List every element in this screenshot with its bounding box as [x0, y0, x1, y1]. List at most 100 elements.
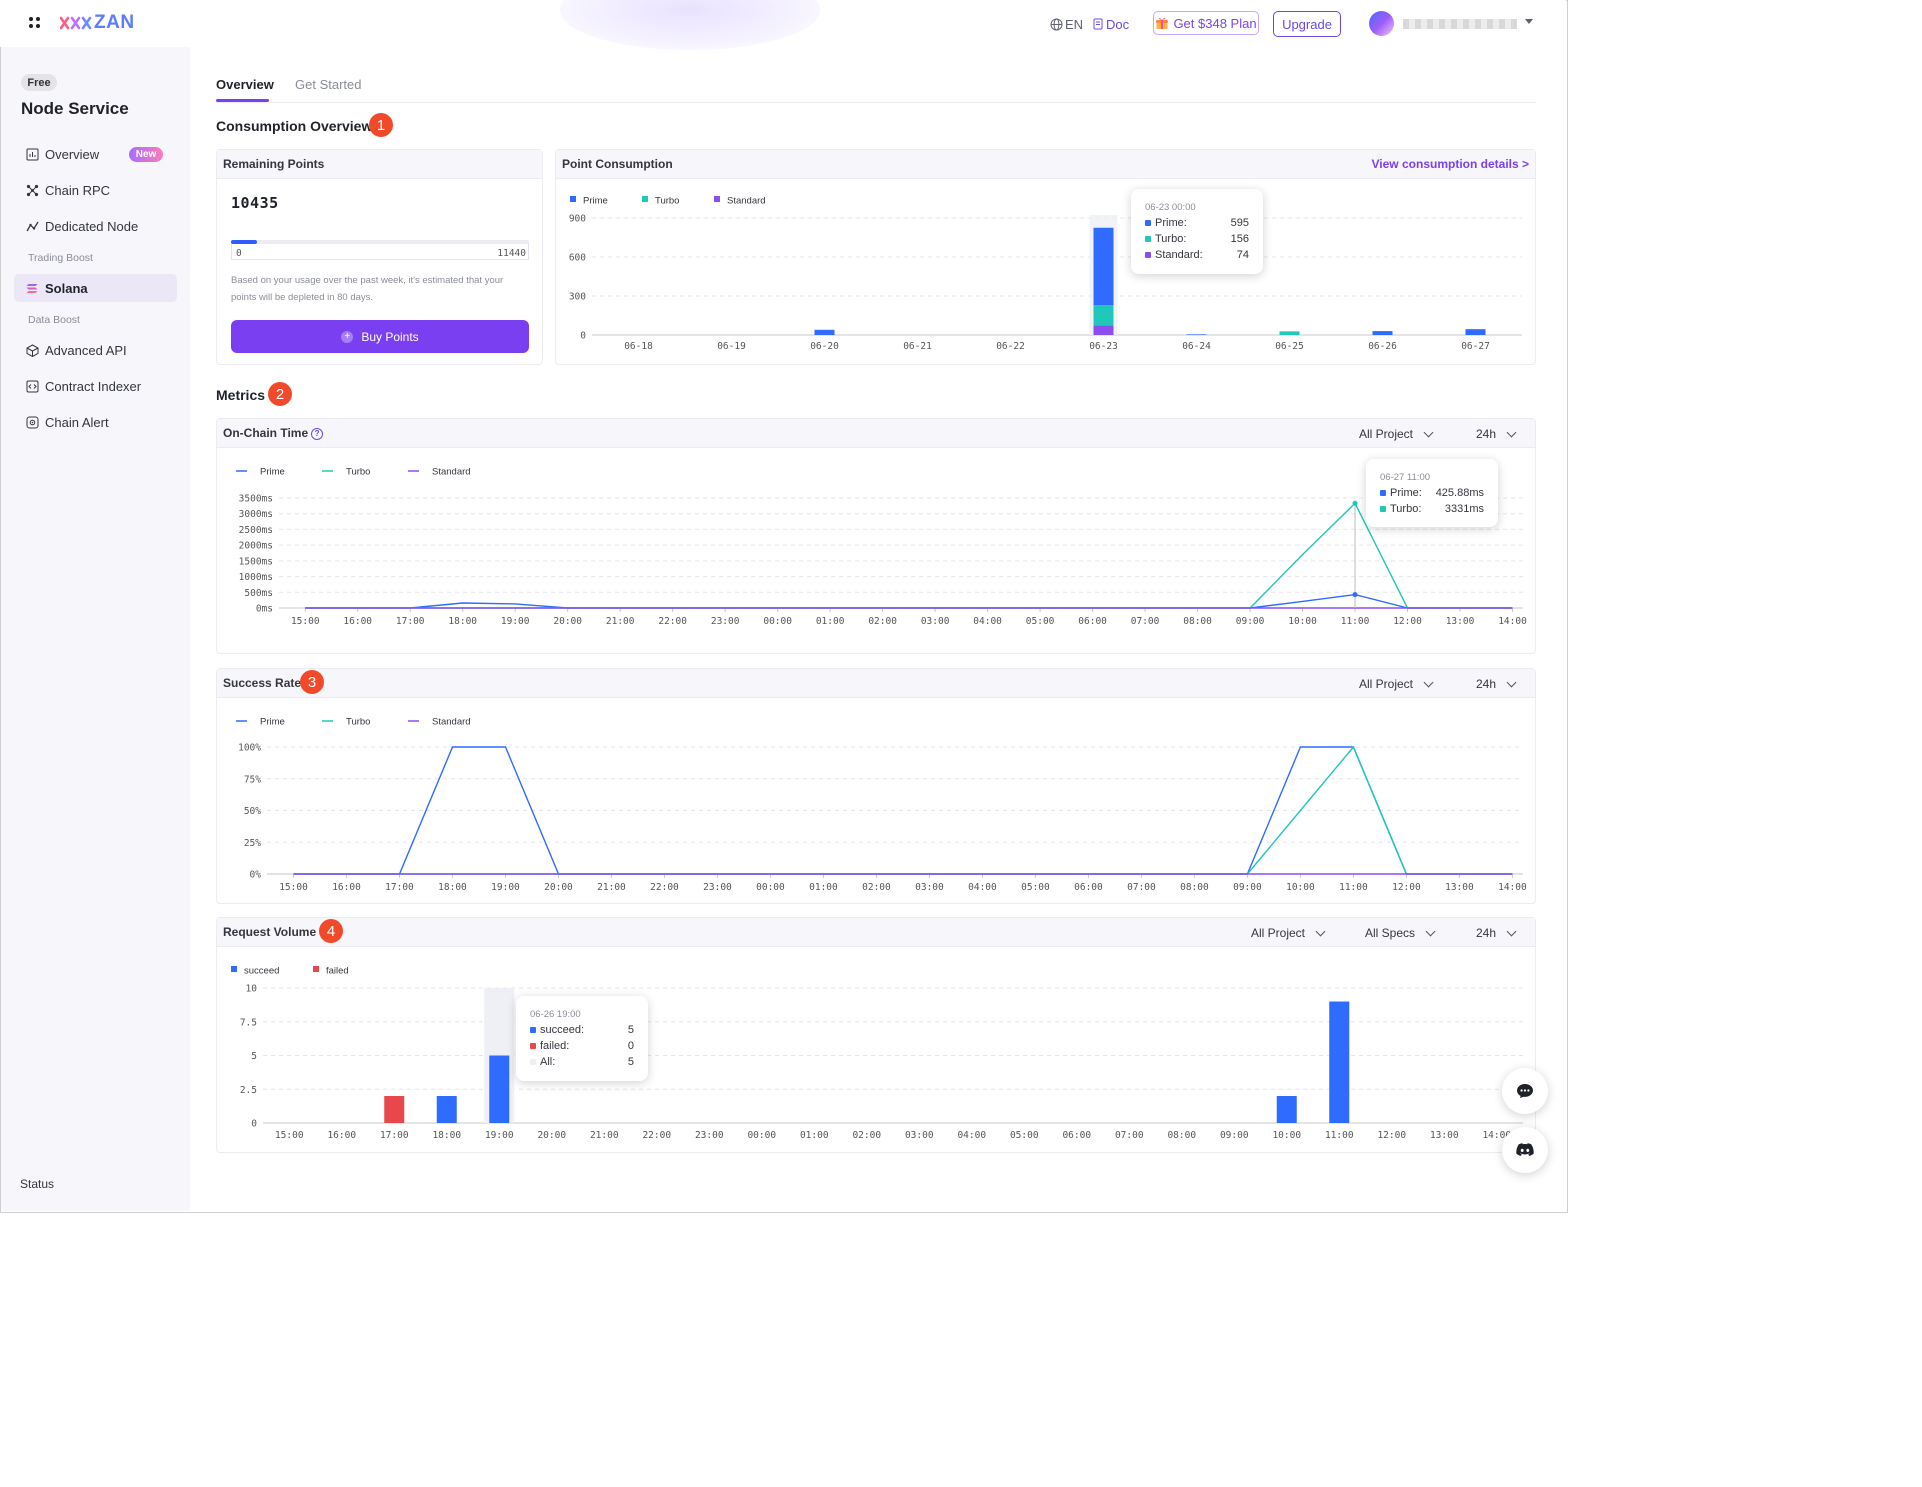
bar-prime [1186, 334, 1207, 335]
buy-points-label: Buy Points [361, 329, 419, 344]
x-tick-label: 23:00 [703, 882, 732, 893]
step-number-1: 1 [369, 113, 393, 137]
hover-point-prime [1352, 592, 1358, 598]
language-switch[interactable]: EN [1050, 11, 1083, 37]
sidebar-item-label: Chain Alert [45, 414, 109, 430]
buy-points-button[interactable]: + Buy Points [231, 320, 529, 353]
bar-prime [1465, 329, 1486, 335]
bar-succeed [489, 1055, 510, 1123]
x-tick-label: 00:00 [756, 882, 785, 893]
x-tick-label: 06:00 [1062, 1130, 1091, 1141]
network-nodes-icon [25, 183, 39, 197]
points-progress-bar [231, 240, 529, 244]
tooltip-row-name: Standard: [1155, 249, 1203, 261]
x-tick-label: 04:00 [968, 882, 997, 893]
x-tick-label: 06-23 [1089, 341, 1118, 352]
discord-button[interactable] [1502, 1127, 1548, 1173]
doc-link[interactable]: Doc [1093, 11, 1129, 37]
sidebar-item-chain-alert[interactable]: Chain Alert [14, 408, 177, 436]
x-tick-label: 18:00 [448, 616, 477, 627]
x-tick-label: 20:00 [537, 1130, 566, 1141]
document-icon [1093, 18, 1103, 30]
view-consumption-details-link[interactable]: View consumption details > [1371, 157, 1529, 171]
legend-label: Turbo [346, 467, 370, 478]
project-select[interactable]: All Project [1359, 674, 1434, 694]
legend-label: Standard [432, 717, 471, 728]
tooltip-row-value: 5 [627, 1024, 634, 1036]
y-tick-label: 10 [246, 984, 258, 995]
project-select[interactable]: All Project [1359, 424, 1434, 444]
point-consumption-label: Point Consumption [562, 157, 673, 171]
x-tick-label: 11:00 [1339, 882, 1368, 893]
sidebar-item-label: Contract Indexer [45, 378, 142, 394]
x-tick-label: 00:00 [747, 1130, 776, 1141]
success-rate-chart: Prime Turbo Standard 0% 25% 50% 75% 100% 15:00 16… [236, 717, 1527, 893]
x-tick-label: 23:00 [695, 1130, 724, 1141]
tooltip-row: Standard: 74 [1145, 247, 1249, 263]
legend-label: Turbo [655, 196, 679, 207]
sidebar-item-contract-indexer[interactable]: Contract Indexer [14, 372, 177, 400]
x-tick-label: 14:00 [1482, 1130, 1511, 1141]
onchain-time-tooltip: 06-27 11:00 Prime: 425.88ms Turbo: 3331ms [1366, 459, 1498, 527]
x-tick-label: 00:00 [763, 616, 792, 627]
tooltip-row-value: 3331ms [1444, 503, 1484, 515]
chat-bubble-icon [1517, 1084, 1533, 1098]
chat-button[interactable] [1502, 1068, 1548, 1114]
x-tick-label: 06-19 [717, 341, 746, 352]
upgrade-button[interactable]: Upgrade [1273, 11, 1341, 37]
x-tick-label: 17:00 [380, 1130, 409, 1141]
time-range-select[interactable]: 24h [1476, 424, 1517, 444]
project-select[interactable]: All Project [1251, 923, 1326, 943]
bar-standard [1093, 325, 1114, 335]
sidebar-item-solana[interactable]: Solana [14, 274, 177, 302]
x-tick-label: 17:00 [396, 616, 425, 627]
legend-label: failed [326, 966, 349, 977]
x-tick-label: 05:00 [1026, 616, 1055, 627]
legend-label: Standard [432, 467, 471, 478]
series-line-prime [305, 593, 1513, 609]
x-tick-label: 01:00 [816, 616, 845, 627]
status-link[interactable]: Status [20, 1177, 55, 1191]
x-tick-label: 16:00 [332, 882, 361, 893]
avatar[interactable] [1369, 11, 1394, 36]
onchain-time-card: On-Chain Time? All Project 24h Prime Turb… [216, 418, 1536, 654]
nav-group-trading-boost: Trading Boost [28, 252, 93, 264]
sidebar-item-dedicated-node[interactable]: Dedicated Node [14, 212, 177, 240]
chevron-down-icon [1423, 427, 1434, 437]
x-tick-label: 10:00 [1286, 882, 1315, 893]
x-tick-label: 22:00 [642, 1130, 671, 1141]
tab-get-started[interactable]: Get Started [295, 77, 362, 92]
get-plan-button[interactable]: Get $348 Plan [1153, 11, 1259, 35]
x-tick-label: 18:00 [432, 1130, 461, 1141]
y-tick-label: 0% [250, 870, 262, 881]
plus-icon: + [341, 330, 354, 343]
x-tick-label: 06-25 [1275, 341, 1304, 352]
legend-swatch [714, 196, 720, 202]
x-tick-label: 16:00 [343, 616, 372, 627]
y-tick-label: 7.5 [240, 1017, 257, 1028]
x-tick-label: 06-20 [810, 341, 839, 352]
tooltip-row-name: Prime: [1390, 487, 1422, 499]
x-tick-label: 22:00 [658, 616, 687, 627]
tooltip-row-name: succeed: [540, 1024, 585, 1036]
x-tick-label: 09:00 [1220, 1130, 1249, 1141]
specs-select[interactable]: All Specs [1365, 923, 1436, 943]
chevron-down-icon[interactable] [1525, 19, 1533, 24]
apps-grid-icon[interactable] [29, 17, 41, 29]
x-tick-label: 07:00 [1131, 616, 1160, 627]
brand-logo[interactable]: ZAN [60, 12, 135, 33]
request-volume-tooltip: 06-26 19:00 succeed: 5 failed: 0 All: 5 [516, 996, 648, 1081]
info-icon[interactable]: ? [311, 428, 324, 440]
sidebar-item-chain-rpc[interactable]: Chain RPC [14, 176, 177, 204]
sidebar-item-label: Overview [45, 146, 100, 162]
tooltip-row-name: failed: [540, 1040, 570, 1052]
x-tick-label: 13:00 [1445, 882, 1474, 893]
tab-overview[interactable]: Overview [216, 77, 274, 92]
x-tick-label: 07:00 [1115, 1130, 1144, 1141]
sidebar-item-overview[interactable]: Overview New [14, 140, 177, 168]
sidebar-item-advanced-api[interactable]: Advanced API [14, 336, 177, 364]
time-range-select[interactable]: 24h [1476, 674, 1517, 694]
x-tick-label: 03:00 [905, 1130, 934, 1141]
time-range-select[interactable]: 24h [1476, 923, 1517, 943]
remaining-points-label: Remaining Points [223, 157, 325, 171]
